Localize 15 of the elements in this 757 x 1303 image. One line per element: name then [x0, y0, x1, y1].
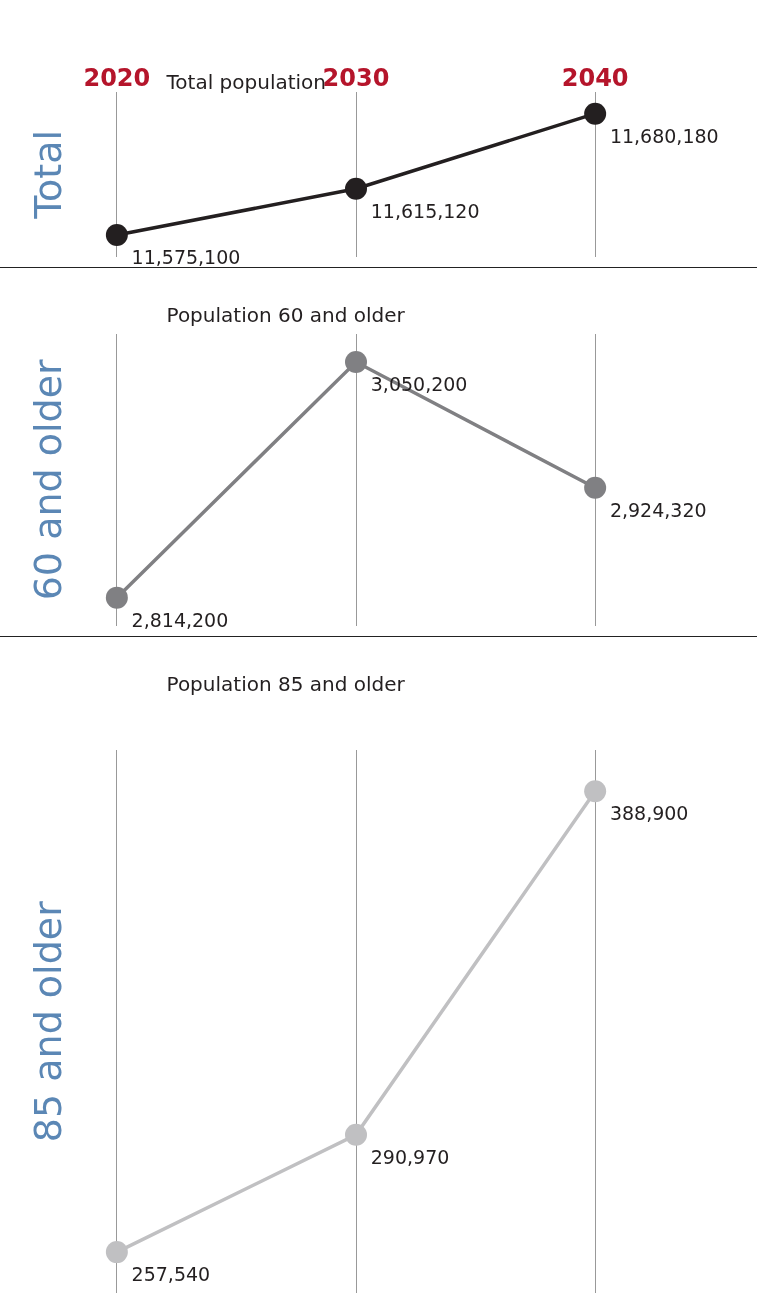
data-label: 11,680,180: [609, 124, 719, 147]
data-label: 2,924,320: [609, 498, 707, 521]
y-axis-title: 85 and older: [26, 900, 71, 1143]
chart-title: Population 60 and older: [166, 303, 406, 327]
data-label: 388,900: [609, 802, 689, 825]
data-label: 2,814,200: [131, 608, 229, 631]
data-label: 11,615,120: [370, 199, 480, 222]
data-label: 257,540: [131, 1263, 211, 1286]
x-tick-label: 2020: [83, 63, 151, 92]
data-label: 11,575,100: [131, 245, 241, 268]
x-tick-label: 2040: [561, 63, 629, 92]
y-axis-title: Total: [26, 129, 71, 220]
y-axis-title: 60 and older: [26, 359, 71, 601]
data-label: 290,970: [370, 1145, 450, 1168]
chart-title: Population 85 and older: [166, 672, 406, 696]
